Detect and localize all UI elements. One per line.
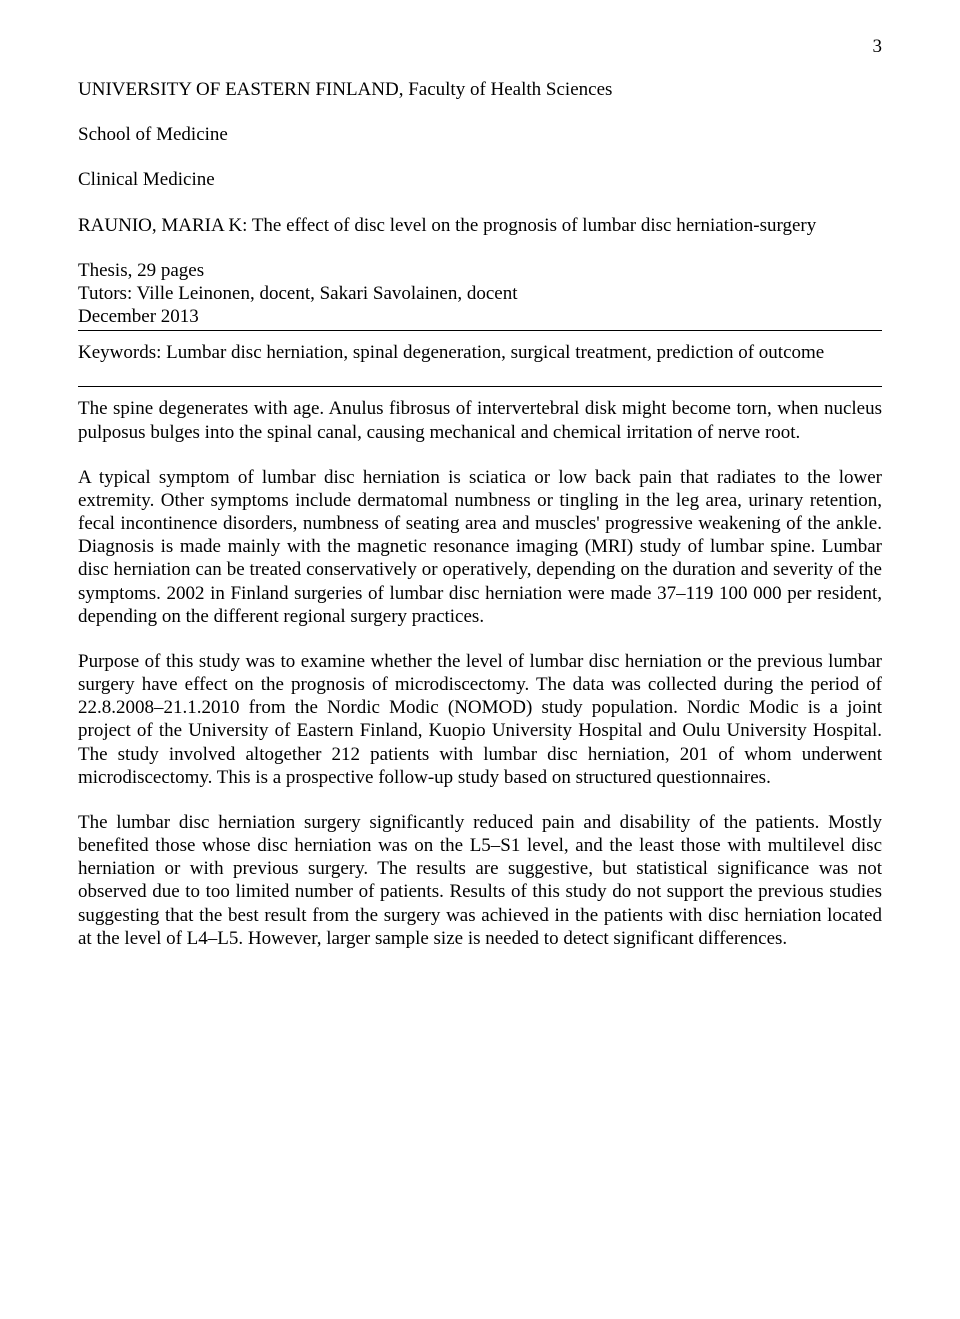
paragraph-4: The lumbar disc herniation surgery signi…	[78, 811, 882, 950]
divider-rule-bottom	[78, 386, 882, 387]
clinical-line: Clinical Medicine	[78, 168, 882, 191]
institution-line: UNIVERSITY OF EASTERN FINLAND, Faculty o…	[78, 78, 882, 101]
date-line: December 2013	[78, 305, 882, 328]
abstract-content: UNIVERSITY OF EASTERN FINLAND, Faculty o…	[78, 78, 882, 950]
divider-rule-top	[78, 330, 882, 331]
keywords-block: Keywords: Lumbar disc herniation, spinal…	[78, 341, 882, 364]
keywords-text: Keywords: Lumbar disc herniation, spinal…	[78, 341, 882, 364]
document-page: 3 UNIVERSITY OF EASTERN FINLAND, Faculty…	[0, 0, 960, 1319]
school-line: School of Medicine	[78, 123, 882, 146]
paragraph-1: The spine degenerates with age. Anulus f…	[78, 397, 882, 443]
paragraph-2: A typical symptom of lumbar disc herniat…	[78, 466, 882, 628]
paragraph-3: Purpose of this study was to examine whe…	[78, 650, 882, 789]
author-title-line: RAUNIO, MARIA K: The effect of disc leve…	[78, 214, 882, 237]
tutors-line: Tutors: Ville Leinonen, docent, Sakari S…	[78, 282, 882, 305]
page-number: 3	[873, 36, 883, 58]
thesis-pages-line: Thesis, 29 pages	[78, 259, 882, 282]
